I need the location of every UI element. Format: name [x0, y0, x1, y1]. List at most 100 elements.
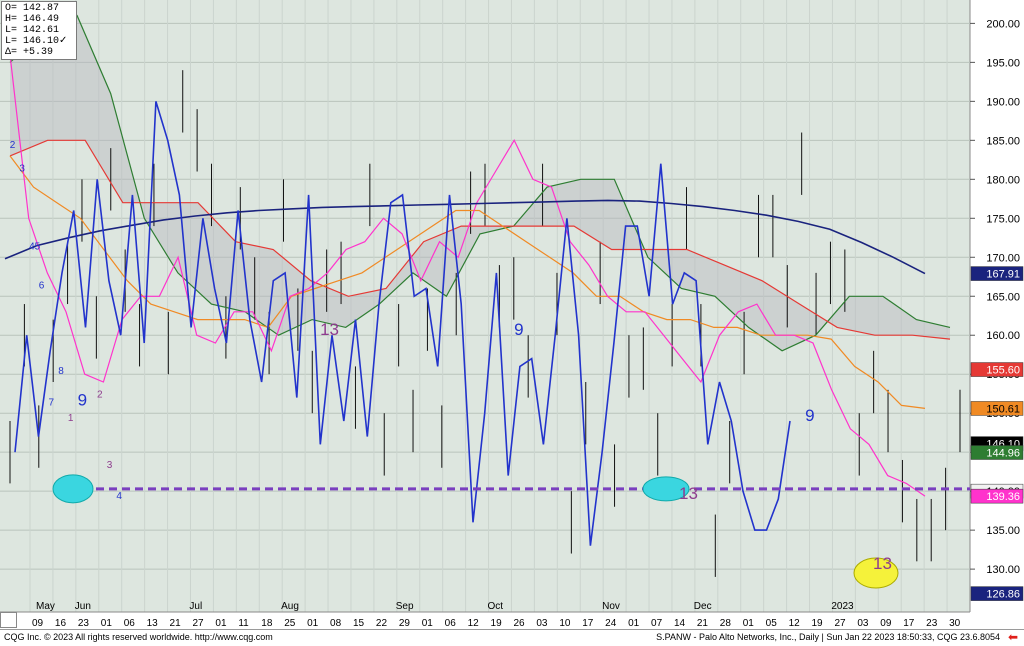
price-tag [970, 445, 1024, 460]
x-tick-label: 23 [926, 618, 938, 629]
y-tick-label: 195.00 [986, 57, 1020, 69]
price-tag [970, 362, 1024, 377]
count-label: 45 [29, 241, 41, 252]
price-tag-label: 150.61 [986, 403, 1020, 415]
month-label: 2023 [831, 601, 854, 612]
y-tick-label: 130.00 [986, 564, 1020, 576]
price-tag-label: 126.86 [986, 589, 1020, 601]
count-label: 9 [805, 406, 814, 425]
x-tick-label: 03 [536, 618, 548, 629]
price-tag-label: 139.36 [986, 491, 1020, 503]
x-tick-label: 29 [399, 618, 411, 629]
x-tick-label: 19 [812, 618, 824, 629]
x-tick-label: 08 [330, 618, 342, 629]
y-tick-label: 170.00 [986, 252, 1020, 264]
count-label: 2 [10, 140, 16, 151]
cloud-fill [10, 15, 950, 351]
count-label: 7 [49, 397, 55, 408]
x-tick-label: 11 [238, 618, 249, 629]
x-tick-label: 30 [949, 618, 961, 629]
x-tick-label: 01 [101, 618, 113, 629]
price-tag [970, 266, 1024, 281]
x-tick-label: 01 [743, 618, 755, 629]
y-tick-label: 190.00 [986, 96, 1020, 108]
count-label: 2 [97, 390, 103, 401]
count-label: 9 [78, 390, 87, 409]
price-axis-background [970, 0, 1024, 630]
plot-background [0, 0, 970, 612]
highlight-ellipse [52, 474, 94, 504]
ohlc-low: L= 142.61 [5, 25, 60, 36]
month-label: Oct [487, 601, 503, 612]
series-line [9, 54, 926, 497]
x-tick-label: 09 [32, 618, 44, 629]
count-label: 9 [514, 320, 523, 339]
y-tick-label: 175.00 [986, 213, 1020, 225]
count-label: 4 [116, 491, 122, 502]
x-tick-label: 01 [215, 618, 227, 629]
x-tick-label: 12 [789, 618, 801, 629]
count-label: 3 [107, 460, 113, 471]
x-tick-label: 06 [445, 618, 457, 629]
highlight-ellipse [642, 476, 690, 502]
month-label: Aug [281, 601, 299, 612]
x-tick-label: 18 [261, 618, 273, 629]
month-label: Sep [396, 601, 414, 612]
x-tick-label: 01 [628, 618, 640, 629]
x-tick-label: 26 [513, 618, 525, 629]
price-tag [970, 488, 1024, 504]
count-label: 3 [19, 164, 25, 175]
x-tick-label: 03 [857, 618, 869, 629]
copyright-text: CQG Inc. © 2023 All rights reserved worl… [4, 632, 273, 642]
price-tag [970, 401, 1024, 416]
count-label: 13 [873, 554, 892, 573]
chart-canvas: 200.00 195.00 190.00 185.00 180.00 175.00 170.… [0, 0, 1024, 630]
x-tick-label: 09 [880, 618, 892, 629]
price-tag [970, 586, 1024, 601]
x-tick-label: 27 [192, 618, 204, 629]
x-tick-label: 16 [55, 618, 67, 629]
x-tick-label: 21 [697, 618, 709, 629]
count-label: 8 [58, 366, 64, 377]
x-tick-label: 10 [559, 618, 571, 629]
price-tag-label: 167.91 [986, 269, 1020, 281]
x-tick-label: 15 [353, 618, 365, 629]
symbol-info: S.PANW - Palo Alto Networks, Inc., Daily… [656, 632, 1000, 642]
x-tick-label: 13 [147, 618, 159, 629]
y-tick-label: 180.00 [986, 174, 1020, 186]
series-line [9, 155, 926, 409]
x-tick-label: 01 [422, 618, 434, 629]
y-tick-label: 200.00 [986, 18, 1020, 30]
x-tick-label: 17 [903, 618, 915, 629]
x-tick-label: 14 [674, 618, 686, 629]
x-tick-label: 19 [491, 618, 503, 629]
x-tick-label: 21 [170, 618, 182, 629]
x-tick-label: 12 [468, 618, 480, 629]
y-tick-label: 160.00 [986, 330, 1020, 342]
month-label: Dec [694, 601, 712, 612]
x-tick-label: 06 [124, 618, 136, 629]
ohlc-change: Δ= +5.39 [5, 47, 54, 58]
month-label: May [36, 601, 55, 612]
month-label: Jun [75, 601, 91, 612]
series-line [9, 139, 951, 340]
count-label: 13 [320, 320, 339, 339]
y-tick-label: 165.00 [986, 291, 1020, 303]
x-tick-label: 27 [834, 618, 846, 629]
x-tick-label: 17 [582, 618, 594, 629]
ohlc-open: O= 142.87 [5, 3, 60, 14]
ohlc-readout: O= 142.87 H= 146.49 L= 142.61 L= 146.10✓… [1, 1, 77, 60]
y-tick-label: 185.00 [986, 135, 1020, 147]
x-tick-label: 28 [720, 618, 732, 629]
highlight-ellipse [853, 557, 899, 589]
x-tick-label: 23 [78, 618, 90, 629]
month-label: Nov [602, 601, 620, 612]
moving-average-line [4, 199, 926, 275]
count-label: 1 [68, 413, 74, 424]
scroll-left-arrow-icon[interactable]: ⬅ [1007, 630, 1019, 644]
ohlc-high: H= 146.49 [5, 14, 60, 25]
corner-box[interactable] [0, 612, 17, 628]
series-line [14, 101, 791, 546]
month-label: Jul [189, 601, 202, 612]
